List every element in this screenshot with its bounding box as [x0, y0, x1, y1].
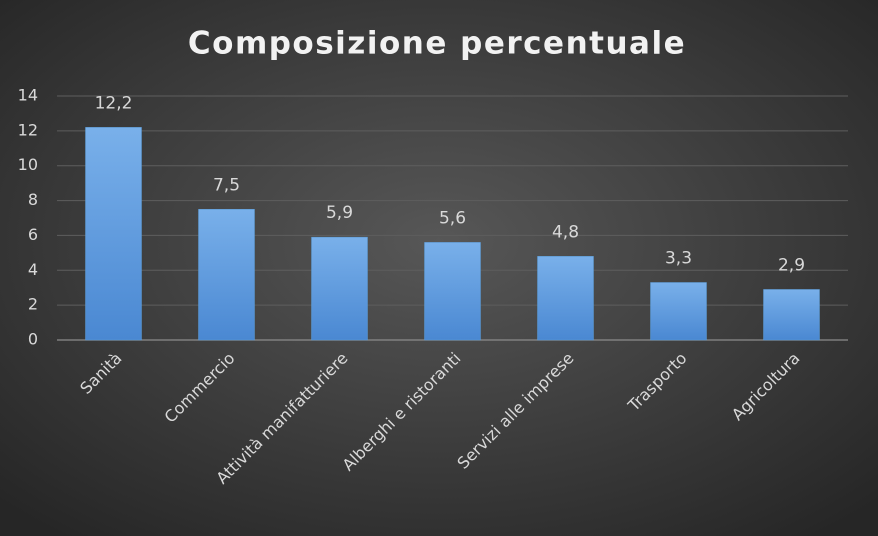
bar	[424, 242, 481, 341]
bar	[763, 289, 820, 341]
y-tick-label: 8	[28, 190, 38, 209]
bar	[198, 209, 255, 341]
y-tick-label: 2	[28, 295, 38, 314]
bar	[537, 256, 594, 341]
y-tick-label: 10	[18, 155, 38, 174]
bar	[85, 127, 142, 341]
y-tick-label: 6	[28, 225, 38, 244]
value-label: 5,6	[439, 208, 466, 228]
y-tick-label: 4	[28, 260, 38, 279]
chart-title: Composizione percentuale	[188, 26, 686, 62]
y-tick-label: 12	[18, 120, 38, 139]
value-label: 7,5	[213, 175, 240, 195]
y-tick-label: 14	[18, 86, 38, 105]
bar	[650, 282, 707, 341]
value-label: 3,3	[665, 248, 692, 268]
bar	[311, 236, 368, 341]
value-label: 12,2	[95, 93, 133, 113]
value-label: 2,9	[778, 255, 805, 275]
value-label: 5,9	[326, 203, 353, 223]
value-label: 4,8	[552, 222, 579, 242]
y-tick-label: 0	[28, 330, 38, 349]
